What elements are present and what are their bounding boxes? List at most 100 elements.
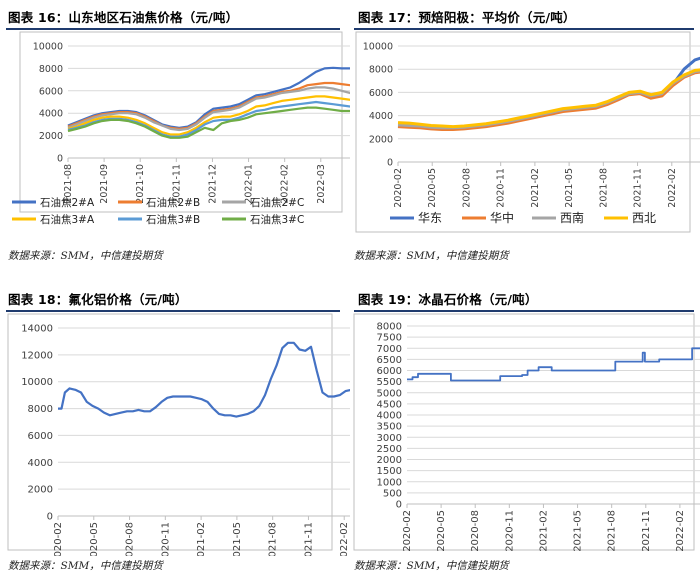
x-tick-label: 2022-02 <box>339 522 350 556</box>
y-tick-label: 5000 <box>377 388 402 399</box>
x-tick-label: 2021-11 <box>171 164 182 204</box>
x-tick-label: 2021-02 <box>530 168 541 208</box>
x-tick-label: 2020-05 <box>427 168 438 208</box>
y-tick-label: 4500 <box>377 399 402 410</box>
x-tick-label: 2021-02 <box>196 522 207 556</box>
x-tick-label: 2020-08 <box>470 510 481 552</box>
y-tick-label: 2000 <box>28 485 53 496</box>
legend-label: 华中 <box>490 210 514 225</box>
x-tick-label: 2021-05 <box>573 510 584 552</box>
y-tick-label: 8000 <box>28 404 53 415</box>
x-tick-label: 2021-09 <box>99 164 110 204</box>
chart-frame <box>19 31 343 213</box>
y-tick-label: 7000 <box>377 344 402 355</box>
source-note-3: 数据来源：SMM，中信建投期货 <box>8 560 163 572</box>
x-tick-label: 2021-05 <box>232 522 243 556</box>
legend-label: 华东 <box>418 211 442 225</box>
x-tick-label: 2022-01 <box>244 164 255 204</box>
y-tick-label: 5500 <box>377 377 402 388</box>
legend-label: 石油焦3#B <box>146 213 200 226</box>
x-tick-label: 2020-11 <box>504 510 515 552</box>
series-line-6 <box>67 106 350 139</box>
title-rule-4 <box>354 310 694 312</box>
x-tick-label: 2022-02 <box>667 168 678 208</box>
chart-title-4: 图表 19：冰晶石价格（元/吨） <box>358 292 538 307</box>
x-tick-label: 2021-05 <box>564 168 575 208</box>
x-tick-label: 2020-08 <box>125 522 136 556</box>
y-tick-label: 8000 <box>39 64 63 75</box>
x-tick-label: 2020-11 <box>160 522 171 556</box>
source-note-4: 数据来源：SMM，中信建投期货 <box>354 560 509 572</box>
legend-label: 石油焦2#A <box>40 196 95 209</box>
legend-label: 西北 <box>632 211 656 225</box>
y-tick-label: 500 <box>383 488 402 499</box>
series-line-1 <box>58 341 350 418</box>
y-tick-label: 6000 <box>39 86 63 97</box>
title-rule-3 <box>6 310 340 312</box>
y-tick-label: 4000 <box>377 411 402 422</box>
legend-label: 石油焦3#A <box>40 213 95 226</box>
x-tick-label: 2022-02 <box>280 164 291 204</box>
chart-1-svg: 0 2000 4000 6000 8000 10000 2021-08 2021-09 2021… <box>12 31 350 226</box>
y-tick-label: 8000 <box>377 322 402 333</box>
source-note-1: 数据来源：SMM，中信建投期货 <box>8 250 163 262</box>
chart-panel-3: 图表 18：氟化铝价格（元/吨） 0 2000 4000 6000 8000 10000 1… <box>0 282 350 579</box>
y-tick-label: 0 <box>57 154 63 165</box>
y-tick-label: 6000 <box>377 366 402 377</box>
chart-title-2: 图表 17：预焙阳极：平均价（元/吨） <box>358 10 576 25</box>
legend-label: 石油焦2#B <box>146 196 200 209</box>
y-tick-label: 10000 <box>33 42 63 53</box>
y-tick-label: 3500 <box>377 422 402 433</box>
y-tick-label: 1500 <box>377 466 402 477</box>
chart-2-svg: 0 2000 4000 6000 8000 10000 2020-02 2020-05 2020… <box>355 31 700 233</box>
y-tick-label: 2000 <box>39 131 63 142</box>
chart-title-1: 图表 16：山东地区石油焦价格（元/吨） <box>8 10 239 25</box>
y-tick-label: 4000 <box>369 111 393 122</box>
y-tick-label: 10000 <box>21 377 53 388</box>
x-tick-label: 2021-12 <box>207 164 218 204</box>
y-tick-label: 6000 <box>369 88 393 99</box>
y-tick-label: 6500 <box>377 355 402 366</box>
y-tick-label: 3000 <box>377 433 402 444</box>
y-tick-label: 1000 <box>377 477 402 488</box>
x-tick-label: 2021-08 <box>607 510 618 552</box>
chart-3-svg: 0 2000 4000 6000 8000 10000 12000 14000 2020-02 2… <box>7 313 350 556</box>
series-line-4 <box>397 68 700 129</box>
y-tick-label: 4000 <box>39 109 63 120</box>
series-line-3 <box>67 86 350 132</box>
title-rule-1 <box>6 28 340 30</box>
source-note-2: 数据来源：SMM，中信建投期货 <box>354 250 509 262</box>
series-line-4 <box>67 95 350 136</box>
chart-frame <box>353 313 695 551</box>
x-tick-label: 2022-02 <box>675 510 686 552</box>
chart-panel-2: 图表 17：预焙阳极：平均价（元/吨） 0 2000 4000 6000 8000 100… <box>350 0 700 270</box>
y-tick-label: 4000 <box>28 458 53 469</box>
y-tick-label: 6000 <box>28 431 53 442</box>
x-tick-label: 2021-11 <box>303 522 314 556</box>
chart-panel-1: 图表 16：山东地区石油焦价格（元/吨） 0 2000 4000 6000 8000 10… <box>0 0 350 270</box>
chart-4-svg: 0500100015002000250030003500400045005000… <box>353 313 700 552</box>
x-tick-label: 2021-11 <box>641 510 652 552</box>
y-tick-label: 0 <box>387 158 393 169</box>
y-tick-label: 0 <box>47 512 53 523</box>
legend-label: 西南 <box>560 210 584 225</box>
y-tick-label: 10000 <box>363 42 393 53</box>
chart-panel-4: 图表 19：冰晶石价格（元/吨） 0 500 1000 1500 2000 2500 300… <box>350 282 700 579</box>
y-tick-label: 2000 <box>377 455 402 466</box>
y-tick-label: 12000 <box>21 350 53 361</box>
x-tick-label: 2021-08 <box>598 168 609 208</box>
x-tick-label: 2020-02 <box>53 522 64 556</box>
x-tick-label: 2020-11 <box>496 168 507 208</box>
x-tick-label: 2021-08 <box>63 164 74 204</box>
y-tick-label: 2000 <box>369 134 393 145</box>
x-tick-label: 2021-02 <box>538 510 549 552</box>
x-tick-label: 2020-02 <box>402 510 413 552</box>
x-tick-label: 2020-08 <box>461 168 472 208</box>
x-tick-label: 2021-10 <box>135 164 146 204</box>
title-rule-2 <box>354 28 694 30</box>
legend-label: 石油焦2#C <box>250 196 304 209</box>
chart-frame <box>355 31 691 233</box>
y-tick-label: 2500 <box>377 444 402 455</box>
x-tick-label: 2020-05 <box>89 522 100 556</box>
legend-label: 石油焦3#C <box>250 213 304 226</box>
